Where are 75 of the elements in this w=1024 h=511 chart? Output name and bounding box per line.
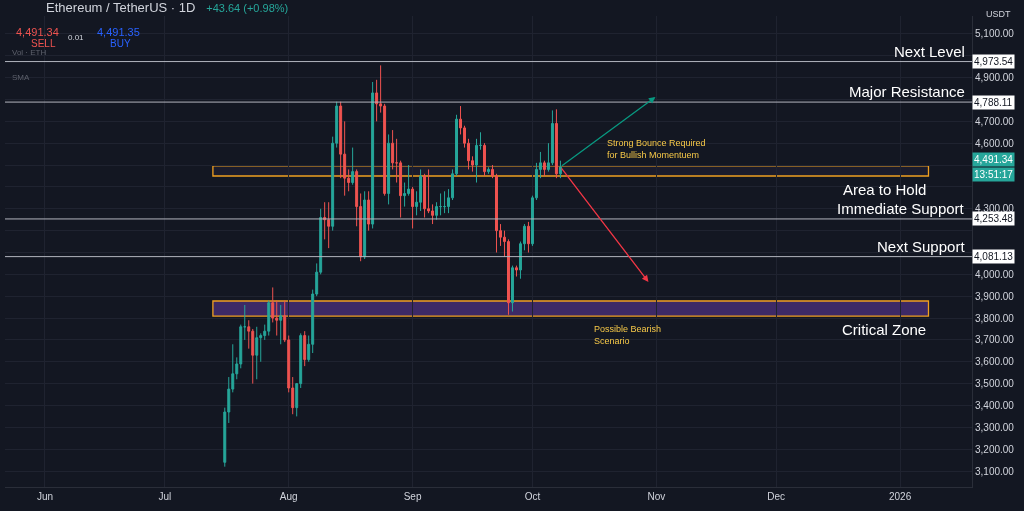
- candlestick: [327, 201, 331, 249]
- ref-line-label: Next Support: [877, 238, 966, 255]
- annotation: 4,788.11: [974, 97, 1013, 108]
- candlestick: [411, 186, 415, 229]
- ref-line-label: Immediate Support: [837, 200, 965, 217]
- candlestick: [554, 108, 558, 179]
- candlestick: [323, 201, 327, 240]
- candlestick: [526, 221, 530, 253]
- ref-line-label: Next Level: [894, 43, 965, 60]
- y-tick-label: 3,200.00: [975, 443, 1015, 455]
- annotation: 0.01: [68, 33, 85, 42]
- y-tick-label: 4,600.00: [975, 137, 1015, 149]
- text: 13:51:17: [974, 169, 1014, 180]
- annotation: 4,253.48: [974, 213, 1014, 224]
- x-tick-label: Aug: [279, 491, 298, 502]
- candlestick: [483, 142, 486, 177]
- candlestick: [363, 190, 367, 260]
- candlestick: [514, 265, 518, 278]
- y-tick-label: 3,300.00: [975, 421, 1015, 433]
- annotation: BUY: [110, 38, 131, 49]
- candlestick: [487, 166, 490, 175]
- candlestick: [439, 192, 443, 216]
- x-tick-label: Oct: [524, 491, 541, 502]
- candlestick: [351, 147, 355, 186]
- candlestick: [475, 138, 478, 184]
- y-tick-label: 3,900.00: [975, 290, 1015, 302]
- candlestick: [558, 160, 562, 179]
- text: USDT: [986, 9, 1011, 19]
- candlestick: [255, 326, 259, 380]
- ref-line-label: Major Resistance: [849, 83, 965, 100]
- candlestick: [435, 201, 439, 221]
- annotation: Vol · ETH: [12, 48, 47, 57]
- y-tick-label: 4,900.00: [975, 72, 1015, 84]
- annotation: 4,491.34: [16, 26, 59, 38]
- candlestick: [423, 173, 427, 219]
- candlestick: [367, 190, 371, 232]
- text: 4,491.34: [974, 154, 1013, 165]
- candlestick: [243, 304, 247, 341]
- candlestick: [391, 129, 395, 170]
- annotation: Possible Bearish Scenario: [594, 324, 662, 346]
- annotation: 4,491.35: [97, 26, 140, 38]
- x-tick-label: Dec: [767, 491, 786, 502]
- y-tick-label: 3,400.00: [975, 399, 1015, 411]
- candlestick: [387, 133, 391, 205]
- annotation: 4,081.13: [974, 251, 1014, 262]
- annotation: SELL: [31, 38, 56, 49]
- x-tick-label: Nov: [647, 491, 666, 502]
- candlestick: [419, 168, 423, 212]
- y-tick-label: 3,600.00: [975, 356, 1015, 368]
- y-tick-label: 4,000.00: [975, 268, 1015, 280]
- annotation: 4,973.54: [974, 56, 1014, 67]
- candlestick: [279, 304, 283, 345]
- candlestick: [303, 330, 307, 367]
- x-tick-label: 2026: [888, 491, 912, 502]
- y-tick-label: 3,100.00: [975, 465, 1015, 477]
- band-label: Critical Zone: [842, 321, 927, 338]
- chart-subtitle: +43.64 (+0.98%): [206, 1, 289, 14]
- y-tick-label: 3,700.00: [975, 334, 1015, 346]
- candlestick: [542, 160, 546, 177]
- annotation: SMA: [12, 73, 30, 82]
- candlestick: [479, 131, 482, 151]
- x-tick-label: Sep: [403, 491, 422, 502]
- x-tick-label: Jul: [158, 491, 172, 502]
- candlestick: [371, 81, 375, 229]
- y-tick-label: 3,800.00: [975, 312, 1015, 324]
- x-tick-label: Jun: [36, 491, 54, 502]
- candlestick: [267, 300, 271, 337]
- y-tick-label: 4,700.00: [975, 115, 1015, 127]
- annotation: Strong Bounce Required for Bullish Momentuem: [607, 138, 706, 160]
- y-tick-label: 5,100.00: [975, 28, 1015, 40]
- band-label: Area to Hold: [843, 181, 927, 198]
- y-tick-label: 3,500.00: [975, 378, 1015, 390]
- chart-title: Ethereum / TetherUS · 1D: [46, 0, 196, 15]
- candlestick: [511, 265, 514, 312]
- candlestick: [443, 190, 447, 214]
